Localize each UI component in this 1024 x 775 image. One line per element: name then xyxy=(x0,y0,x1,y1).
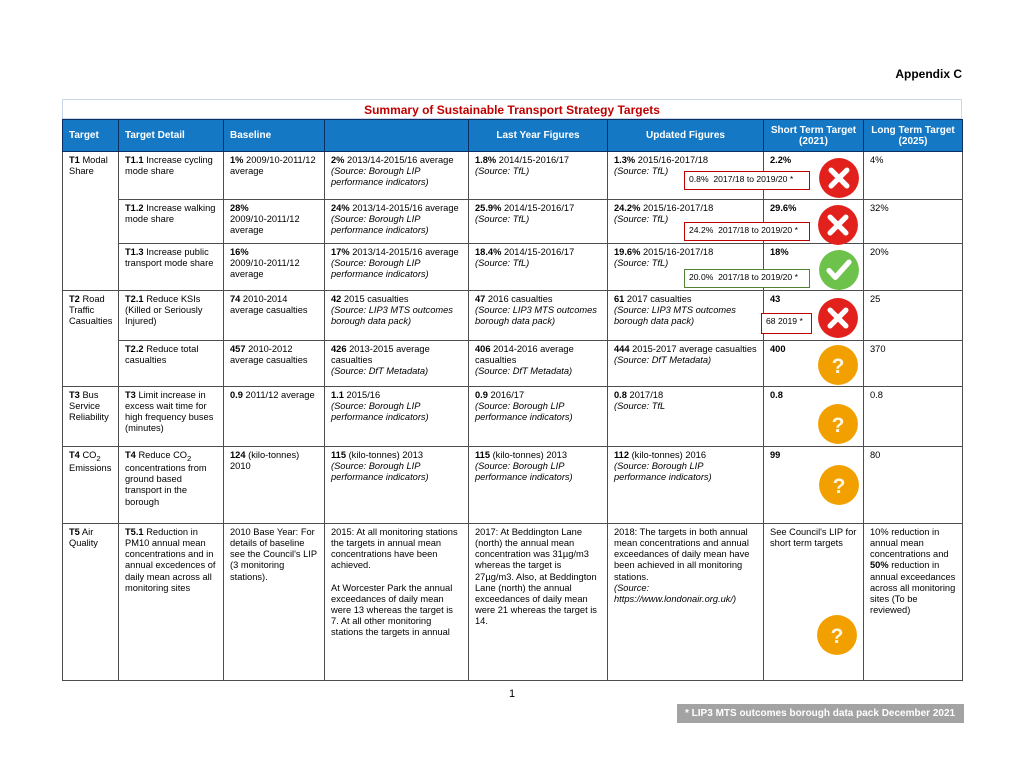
svg-text:?: ? xyxy=(830,625,843,648)
svg-text:?: ? xyxy=(832,475,845,498)
svg-text:?: ? xyxy=(832,413,845,436)
svg-text:?: ? xyxy=(832,355,845,378)
